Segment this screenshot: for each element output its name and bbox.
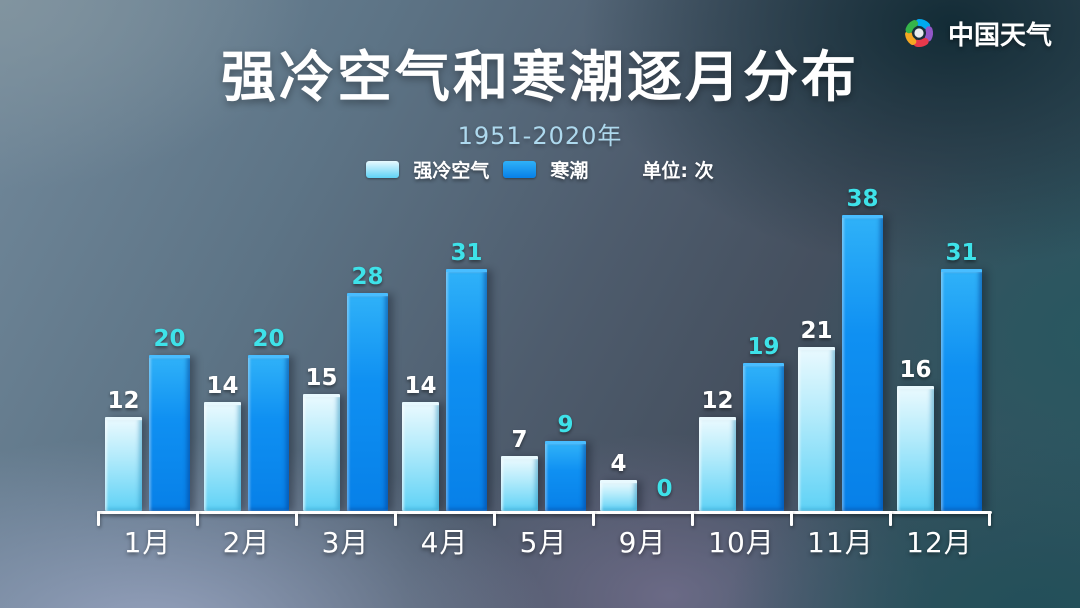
x-axis-labels: 1月 2月 3月 4月 5月 9月 10月 11月 12月 <box>98 521 989 561</box>
bar-value-label: 14 <box>404 372 437 399</box>
bar-cold-wave <box>446 269 487 511</box>
legend-swatch-blue <box>503 161 537 178</box>
bar-column: 20 <box>248 325 289 511</box>
bar-value-label: 28 <box>351 263 384 290</box>
bar-value-label: 4 <box>610 450 627 477</box>
bar-value-label: 21 <box>800 317 833 344</box>
bar-cold-air <box>600 480 637 511</box>
bar-value-label: 38 <box>846 185 879 212</box>
legend-label-cold-air: 强冷空气 <box>413 160 490 182</box>
unit-label: 单位: 次 <box>642 160 714 182</box>
x-axis-label: 5月 <box>519 526 568 559</box>
bar-cold-air <box>798 347 835 511</box>
bar-value-label: 0 <box>656 475 673 502</box>
bar-value-label: 12 <box>701 387 734 414</box>
china-weather-logo: 中国天气 <box>899 13 1052 53</box>
bar-column: 28 <box>347 263 388 511</box>
bar-cold-air <box>699 417 736 511</box>
x-axis-label: 9月 <box>618 526 667 559</box>
bar-value-label: 20 <box>153 325 186 352</box>
bar-column: 38 <box>842 185 883 511</box>
bar-cold-wave <box>743 363 784 511</box>
bar-cold-air <box>105 417 142 511</box>
bar-cold-wave <box>149 355 190 511</box>
bar-group: 15 28 <box>296 182 395 511</box>
bar-value-label: 9 <box>557 411 574 438</box>
axis-tick <box>889 511 892 526</box>
bar-column: 0 <box>644 475 685 511</box>
bar-value-label: 31 <box>450 239 483 266</box>
bar-column: 15 <box>303 364 340 511</box>
bar-group: 12 20 <box>98 182 197 511</box>
bar-cold-air <box>303 394 340 511</box>
bar-cold-air <box>402 402 439 511</box>
bar-group: 12 19 <box>692 182 791 511</box>
bar-chart-plot-area: 12 20 14 20 15 28 14 31 7 9 4 0 12 19 21 38 16 31 <box>98 182 989 511</box>
chart-subtitle: 1951-2020年 <box>457 122 623 150</box>
axis-tick <box>196 511 199 526</box>
bar-column: 31 <box>941 239 982 511</box>
bar-group: 14 31 <box>395 182 494 511</box>
bar-value-label: 12 <box>107 387 140 414</box>
x-axis-label: 1月 <box>123 526 172 559</box>
bar-column: 14 <box>402 372 439 511</box>
axis-tick <box>691 511 694 526</box>
axis-tick <box>592 511 595 526</box>
bar-cold-wave <box>545 441 586 511</box>
axis-tick <box>295 511 298 526</box>
bar-cold-wave <box>941 269 982 511</box>
axis-tick <box>988 511 991 526</box>
chart-legend: 强冷空气 寒潮 单位: 次 <box>0 156 1080 183</box>
bar-cold-air <box>501 456 538 511</box>
bar-column: 14 <box>204 372 241 511</box>
bar-cold-air <box>204 402 241 511</box>
axis-tick <box>394 511 397 526</box>
x-axis-ticks <box>97 511 992 526</box>
x-axis-label: 2月 <box>222 526 271 559</box>
bar-group: 14 20 <box>197 182 296 511</box>
bar-column: 4 <box>600 450 637 511</box>
axis-tick <box>790 511 793 526</box>
bar-value-label: 19 <box>747 333 780 360</box>
bar-value-label: 15 <box>305 364 338 391</box>
bar-value-label: 14 <box>206 372 239 399</box>
bar-group: 21 38 <box>791 182 890 511</box>
page-title: 强冷空气和寒潮逐月分布 <box>220 45 859 109</box>
bar-value-label: 7 <box>511 426 528 453</box>
axis-tick <box>493 511 496 526</box>
legend-swatch-light-blue <box>366 161 400 178</box>
bar-column: 19 <box>743 333 784 511</box>
bar-cold-air <box>897 386 934 511</box>
axis-tick <box>97 511 100 526</box>
bar-group: 16 31 <box>890 182 989 511</box>
bar-column: 12 <box>699 387 736 511</box>
bar-cold-wave <box>248 355 289 511</box>
x-axis-line <box>97 511 992 514</box>
bar-value-label: 16 <box>899 356 932 383</box>
x-axis-label: 10月 <box>708 526 775 559</box>
legend-label-cold-wave: 寒潮 <box>550 160 589 182</box>
bar-value-label: 20 <box>252 325 285 352</box>
x-axis-label: 3月 <box>321 526 370 559</box>
pinwheel-logo-icon <box>904 19 933 47</box>
x-axis-label: 12月 <box>906 526 973 559</box>
x-axis-label: 4月 <box>420 526 469 559</box>
bar-column: 12 <box>105 387 142 511</box>
bar-cold-wave <box>347 293 388 511</box>
logo-text: 中国天气 <box>947 20 1052 51</box>
bar-cold-wave <box>842 215 883 511</box>
bar-column: 21 <box>798 317 835 511</box>
bar-column: 16 <box>897 356 934 511</box>
bar-column: 31 <box>446 239 487 511</box>
bar-column: 20 <box>149 325 190 511</box>
bar-column: 9 <box>545 411 586 511</box>
bar-value-label: 31 <box>945 239 978 266</box>
x-axis-label: 11月 <box>807 526 874 559</box>
bar-column: 7 <box>501 426 538 511</box>
